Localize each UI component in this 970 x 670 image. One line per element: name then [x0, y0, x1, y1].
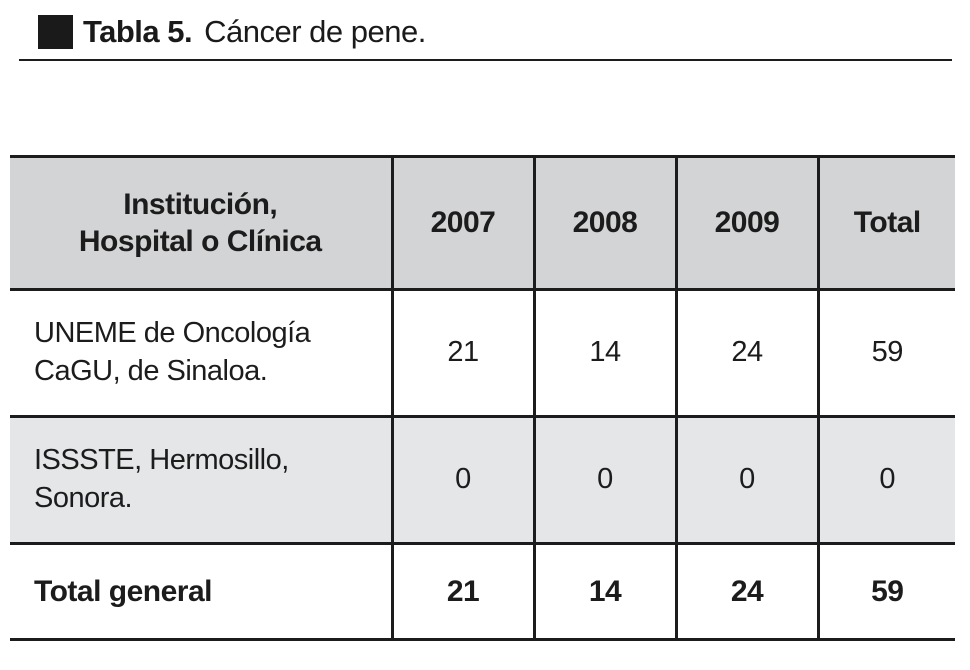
data-table: Institución, Hospital o Clínica 2007 200… [10, 155, 955, 641]
col-header-2008: 2008 [532, 155, 676, 291]
cell-value: 0 [674, 415, 818, 545]
table-row-issste: ISSSTE, Hermosillo, Sonora. 0 0 0 0 [10, 415, 955, 545]
cell-value: 24 [674, 288, 818, 418]
row-label: UNEME de Oncología CaGU, de Sinaloa. [10, 288, 392, 418]
table-header-row: Institución, Hospital o Clínica 2007 200… [10, 155, 955, 291]
col-header-2009: 2009 [674, 155, 818, 291]
title-divider-rule [19, 59, 952, 61]
table-number-label: Tabla 5. [83, 14, 193, 49]
cell-value: 0 [390, 415, 534, 545]
table-row-uneme: UNEME de Oncología CaGU, de Sinaloa. 21 … [10, 288, 955, 418]
total-cell-value: 24 [674, 542, 818, 641]
cell-value: 0 [532, 415, 676, 545]
cell-value: 14 [532, 288, 676, 418]
total-cell-value: 21 [390, 542, 534, 641]
cell-value: 59 [816, 288, 955, 418]
table-title: Tabla 5. Cáncer de pene. [38, 14, 426, 50]
total-row-label: Total general [10, 542, 392, 641]
col-header-total: Total [816, 155, 955, 291]
row-label: ISSSTE, Hermosillo, Sonora. [10, 415, 392, 545]
total-cell-value: 59 [816, 542, 955, 641]
table-caption: Cáncer de pene. [204, 14, 426, 49]
title-square-marker [38, 15, 73, 49]
cell-value: 0 [816, 415, 955, 545]
col-header-institution: Institución, Hospital o Clínica [10, 155, 392, 291]
col-header-2007: 2007 [390, 155, 534, 291]
total-cell-value: 14 [532, 542, 676, 641]
cell-value: 21 [390, 288, 534, 418]
table-total-row: Total general 21 14 24 59 [10, 542, 955, 641]
